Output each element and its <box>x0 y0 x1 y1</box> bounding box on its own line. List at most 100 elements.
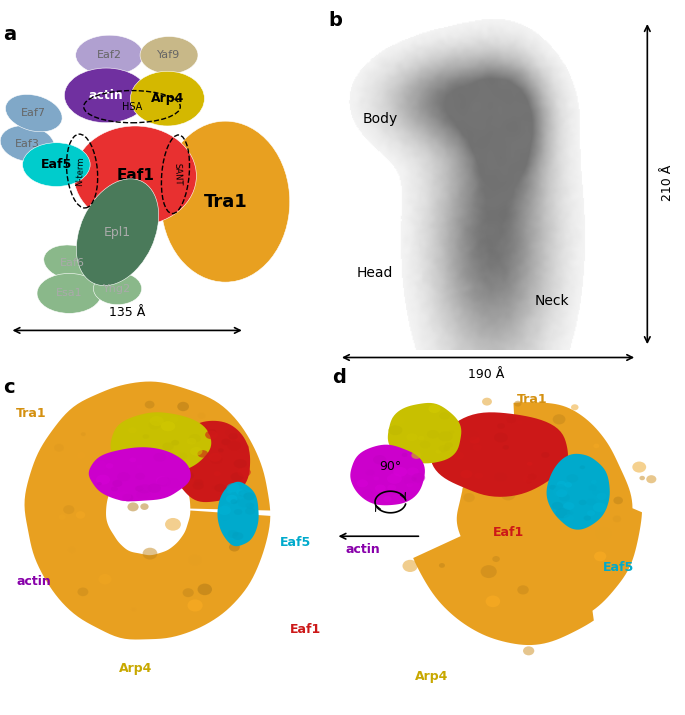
Ellipse shape <box>183 588 194 597</box>
Ellipse shape <box>411 477 416 481</box>
Ellipse shape <box>579 500 586 506</box>
Ellipse shape <box>446 449 451 453</box>
Ellipse shape <box>587 511 595 516</box>
Ellipse shape <box>501 489 515 500</box>
Ellipse shape <box>134 435 140 439</box>
Ellipse shape <box>527 462 532 465</box>
Ellipse shape <box>157 477 171 487</box>
Text: Yaf9: Yaf9 <box>158 50 181 60</box>
Ellipse shape <box>375 485 386 492</box>
Ellipse shape <box>161 121 290 282</box>
Ellipse shape <box>593 490 600 495</box>
Polygon shape <box>110 413 211 474</box>
Ellipse shape <box>140 503 149 510</box>
Ellipse shape <box>142 434 149 439</box>
Ellipse shape <box>393 467 407 477</box>
Ellipse shape <box>238 499 250 508</box>
Ellipse shape <box>68 547 76 553</box>
Ellipse shape <box>209 453 222 462</box>
Ellipse shape <box>439 412 450 420</box>
Text: c: c <box>3 378 15 398</box>
Ellipse shape <box>481 565 497 578</box>
Ellipse shape <box>236 489 245 495</box>
Ellipse shape <box>449 430 454 434</box>
Ellipse shape <box>526 480 532 483</box>
Ellipse shape <box>232 532 238 536</box>
Ellipse shape <box>161 421 175 431</box>
Ellipse shape <box>166 478 180 488</box>
Ellipse shape <box>403 560 418 572</box>
Ellipse shape <box>473 444 482 450</box>
Ellipse shape <box>486 596 500 607</box>
Ellipse shape <box>443 446 450 451</box>
Ellipse shape <box>436 450 441 453</box>
Ellipse shape <box>156 476 169 485</box>
Ellipse shape <box>63 505 75 514</box>
Ellipse shape <box>136 463 145 469</box>
Ellipse shape <box>404 462 410 467</box>
Ellipse shape <box>497 423 505 429</box>
Ellipse shape <box>407 468 419 475</box>
Ellipse shape <box>593 572 601 578</box>
Ellipse shape <box>138 484 151 493</box>
Ellipse shape <box>231 519 239 526</box>
Ellipse shape <box>597 493 606 500</box>
Ellipse shape <box>588 485 597 491</box>
Ellipse shape <box>553 486 568 497</box>
Ellipse shape <box>417 430 423 434</box>
Ellipse shape <box>186 436 192 440</box>
Ellipse shape <box>246 503 254 508</box>
Ellipse shape <box>227 441 240 450</box>
Ellipse shape <box>409 430 419 437</box>
Ellipse shape <box>632 461 646 473</box>
Ellipse shape <box>132 421 141 428</box>
Polygon shape <box>413 402 642 645</box>
Ellipse shape <box>162 443 174 450</box>
Ellipse shape <box>214 484 226 492</box>
Ellipse shape <box>142 548 158 560</box>
Ellipse shape <box>77 588 88 596</box>
Ellipse shape <box>227 480 242 491</box>
Ellipse shape <box>112 480 123 487</box>
Ellipse shape <box>75 35 143 75</box>
Ellipse shape <box>149 421 160 430</box>
Ellipse shape <box>593 443 599 448</box>
Ellipse shape <box>580 465 585 469</box>
Ellipse shape <box>221 439 231 445</box>
Ellipse shape <box>465 471 475 478</box>
Ellipse shape <box>234 459 247 468</box>
Ellipse shape <box>361 490 374 498</box>
Ellipse shape <box>54 444 64 452</box>
Ellipse shape <box>208 429 216 435</box>
Ellipse shape <box>528 474 536 480</box>
Ellipse shape <box>393 493 406 501</box>
Ellipse shape <box>440 440 453 450</box>
Ellipse shape <box>613 497 623 504</box>
Text: Arp4: Arp4 <box>415 670 448 683</box>
Ellipse shape <box>517 420 523 425</box>
Ellipse shape <box>218 506 231 515</box>
Ellipse shape <box>553 414 565 425</box>
Text: Tra1: Tra1 <box>203 192 247 211</box>
Ellipse shape <box>475 473 483 479</box>
Text: Head: Head <box>356 267 393 280</box>
Ellipse shape <box>205 430 218 439</box>
Text: Arp4: Arp4 <box>119 662 152 675</box>
Ellipse shape <box>492 441 507 453</box>
Ellipse shape <box>188 555 201 566</box>
Ellipse shape <box>243 493 255 500</box>
Ellipse shape <box>197 450 208 458</box>
Ellipse shape <box>166 461 173 466</box>
Ellipse shape <box>564 514 574 522</box>
Ellipse shape <box>136 490 150 500</box>
Ellipse shape <box>366 470 375 475</box>
Text: Tra1: Tra1 <box>517 393 548 405</box>
Ellipse shape <box>469 436 480 444</box>
Text: Eaf5: Eaf5 <box>603 561 634 573</box>
Ellipse shape <box>514 400 521 407</box>
Ellipse shape <box>506 416 516 423</box>
Ellipse shape <box>556 508 571 518</box>
Ellipse shape <box>462 485 473 493</box>
Ellipse shape <box>59 514 66 520</box>
Ellipse shape <box>373 476 379 480</box>
